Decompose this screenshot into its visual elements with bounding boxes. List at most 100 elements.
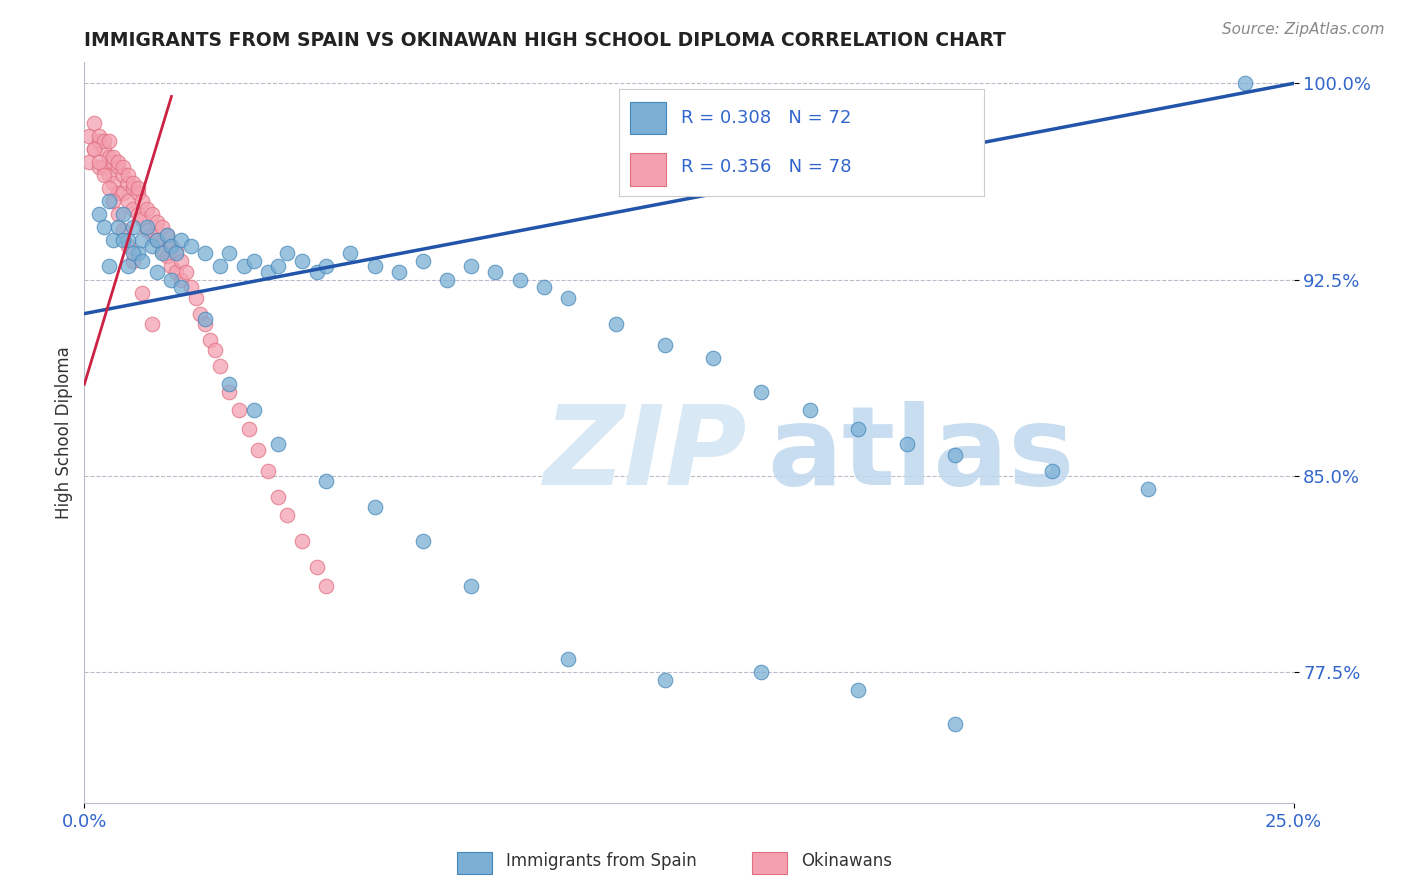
Point xyxy=(77,128,100,143)
Point xyxy=(93,134,115,148)
Point xyxy=(83,115,105,129)
Point xyxy=(654,673,676,687)
Point xyxy=(136,223,159,237)
Point xyxy=(242,254,264,268)
Point xyxy=(141,238,163,252)
Point xyxy=(174,265,197,279)
Point xyxy=(846,683,869,698)
Point xyxy=(93,160,115,174)
Point xyxy=(117,238,139,252)
Point xyxy=(146,265,169,279)
Point xyxy=(238,422,260,436)
Point xyxy=(165,244,187,258)
Point xyxy=(83,142,105,156)
Point xyxy=(484,265,506,279)
Point xyxy=(121,202,143,216)
Point xyxy=(131,233,153,247)
Point xyxy=(436,272,458,286)
Point xyxy=(257,464,280,478)
Text: atlas: atlas xyxy=(768,401,1076,508)
Bar xyxy=(630,102,666,134)
Point xyxy=(103,176,125,190)
Point xyxy=(751,665,773,679)
Point xyxy=(141,317,163,331)
Point xyxy=(702,351,724,365)
Point xyxy=(103,194,125,208)
Point xyxy=(218,377,240,392)
Point xyxy=(121,220,143,235)
Point xyxy=(117,168,139,182)
Point xyxy=(257,265,280,279)
Point xyxy=(1137,482,1160,496)
Point xyxy=(276,508,298,522)
Point xyxy=(107,154,129,169)
Point xyxy=(97,260,120,274)
Point xyxy=(242,403,264,417)
Point xyxy=(896,437,918,451)
Point xyxy=(291,534,314,549)
Point xyxy=(799,403,821,417)
Point xyxy=(103,154,125,169)
Point xyxy=(305,265,328,279)
Point xyxy=(194,317,217,331)
Point xyxy=(112,168,135,182)
Point xyxy=(107,186,129,201)
Point xyxy=(131,254,153,268)
Point xyxy=(107,220,129,235)
Point xyxy=(943,448,966,462)
Point xyxy=(121,176,143,190)
Point xyxy=(654,338,676,352)
Point xyxy=(146,215,169,229)
Point xyxy=(557,652,579,666)
Point xyxy=(112,233,135,247)
Point xyxy=(233,260,256,274)
Point xyxy=(141,228,163,243)
Point xyxy=(87,160,110,174)
Point xyxy=(121,246,143,260)
Point xyxy=(208,260,231,274)
Bar xyxy=(630,153,666,186)
Point xyxy=(160,238,183,252)
Point xyxy=(117,194,139,208)
Point xyxy=(190,307,212,321)
Point xyxy=(509,272,531,286)
Point xyxy=(204,343,226,358)
Point xyxy=(160,272,183,286)
Point xyxy=(150,244,173,258)
Point xyxy=(1234,76,1257,90)
Point xyxy=(170,233,193,247)
Point xyxy=(276,246,298,260)
Point xyxy=(97,194,120,208)
Point xyxy=(228,403,250,417)
Text: Immigrants from Spain: Immigrants from Spain xyxy=(506,852,697,870)
Text: Okinawans: Okinawans xyxy=(801,852,893,870)
Point xyxy=(460,260,482,274)
Point xyxy=(127,207,149,221)
Point xyxy=(146,233,169,247)
Point xyxy=(291,254,314,268)
Point xyxy=(412,254,434,268)
Point xyxy=(363,260,385,274)
Point xyxy=(751,385,773,400)
Point xyxy=(315,579,337,593)
Point xyxy=(121,254,143,268)
Text: R = 0.308   N = 72: R = 0.308 N = 72 xyxy=(681,109,851,127)
Text: ZIP: ZIP xyxy=(544,401,748,508)
Y-axis label: High School Diploma: High School Diploma xyxy=(55,346,73,519)
Point xyxy=(117,176,139,190)
Point xyxy=(121,181,143,195)
Point xyxy=(107,160,129,174)
Point xyxy=(93,220,115,235)
Point xyxy=(141,207,163,221)
Point xyxy=(305,560,328,574)
Text: IMMIGRANTS FROM SPAIN VS OKINAWAN HIGH SCHOOL DIPLOMA CORRELATION CHART: IMMIGRANTS FROM SPAIN VS OKINAWAN HIGH S… xyxy=(84,30,1007,50)
Point xyxy=(170,280,193,294)
Point xyxy=(460,579,482,593)
Point xyxy=(160,260,183,274)
Point xyxy=(146,233,169,247)
Point xyxy=(155,228,177,243)
Point xyxy=(1040,464,1063,478)
Point xyxy=(103,150,125,164)
Point xyxy=(160,238,183,252)
Point xyxy=(165,265,187,279)
